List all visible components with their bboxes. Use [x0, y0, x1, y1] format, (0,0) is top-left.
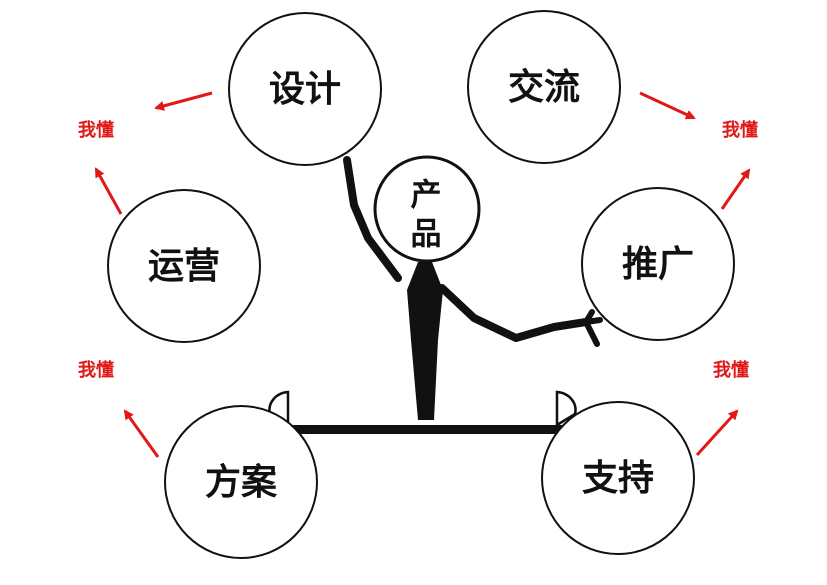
stick-figure [268, 156, 603, 434]
circle-communication-label: 交流 [508, 66, 580, 108]
arrow-support-to-mid-right [695, 409, 739, 457]
product-label-top: 产 [411, 178, 442, 214]
product-label-bottom: 品 [411, 217, 442, 253]
circle-support-label: 支持 [582, 458, 654, 499]
circle-proposal-shape [164, 405, 318, 559]
circle-operations-label: 运营 [148, 246, 220, 287]
circle-support-shape [541, 401, 695, 555]
circle-design: 设计 [228, 12, 382, 166]
circle-promotion-shape [581, 187, 735, 341]
understand-label-mid-right: 我懂 [713, 359, 749, 381]
circle-promotion: 推广 [581, 187, 735, 341]
arrow-promotion-to-top-right [720, 168, 751, 210]
circle-proposal-label: 方案 [205, 462, 278, 503]
understand-label-top-left: 我懂 [78, 119, 114, 141]
arrow-design-to-top-left [154, 91, 213, 111]
circle-design-shape [228, 12, 382, 166]
product-head: 产 品 [373, 155, 481, 263]
seesaw-board [284, 425, 564, 434]
circle-operations-shape [107, 189, 261, 343]
figure-hand [583, 309, 603, 347]
seesaw-right-cap [555, 390, 577, 428]
figure-extended-arm [438, 284, 590, 342]
circle-proposal: 方案 [164, 405, 318, 559]
figure-raised-arm [343, 156, 402, 282]
arrows [94, 91, 751, 458]
circle-communication: 交流 [467, 10, 621, 164]
arrow-operations-to-top-left [94, 167, 123, 215]
product-head-circle [373, 155, 481, 263]
circle-design-label: 设计 [269, 69, 341, 110]
circle-support: 支持 [541, 401, 695, 555]
circle-promotion-label: 推广 [622, 244, 694, 285]
understand-label-mid-left: 我懂 [78, 359, 114, 381]
figure-torso [407, 262, 443, 420]
circle-communication-shape [467, 10, 621, 164]
understand-label-top-right: 我懂 [722, 119, 758, 141]
arrow-communication-to-top-right [639, 91, 696, 120]
arrow-proposal-to-mid-left [123, 409, 160, 458]
circle-operations: 运营 [107, 189, 261, 343]
